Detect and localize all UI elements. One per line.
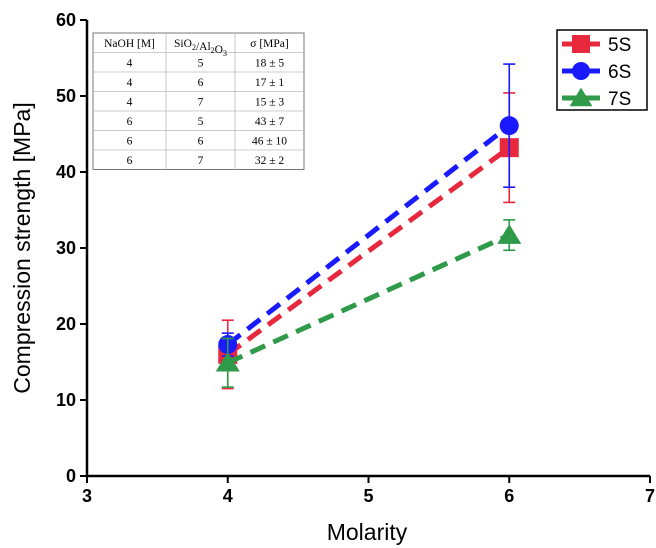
y-tick-label: 0 (66, 466, 76, 486)
table-cell: 15 ± 3 (255, 97, 285, 109)
y-tick-label: 60 (56, 10, 76, 30)
y-tick-label: 20 (56, 314, 76, 334)
table-cell: 17 ± 1 (255, 77, 285, 89)
table-header-cell: SiO2/Al2O3 (174, 38, 227, 58)
table-cell: 6 (198, 136, 204, 148)
table-cell: 5 (198, 58, 204, 70)
table-header-cell: NaOH [M] (104, 38, 155, 50)
table-cell: 46 ± 10 (252, 136, 287, 148)
table-cell: 6 (127, 116, 133, 128)
table-cell: 7 (198, 155, 204, 167)
table-header-text: 2 (192, 43, 196, 52)
data-point-6S (499, 116, 519, 136)
y-tick-label: 40 (56, 162, 76, 182)
series-7S (215, 219, 522, 388)
table-header-text: /Al (196, 41, 211, 53)
table-cell: 5 (198, 116, 204, 128)
table-header-cell: σ [MPa] (250, 38, 288, 50)
table-header-text: 2 (211, 46, 215, 55)
y-tick-label: 10 (56, 390, 76, 410)
table-header-text: NaOH [M] (104, 38, 155, 50)
table-cell: 6 (198, 77, 204, 89)
table-header-text: SiO (174, 38, 192, 50)
series-line-7S (226, 232, 511, 366)
y-tick-label: 30 (56, 238, 76, 258)
legend-label-7S: 7S (608, 89, 631, 110)
table-cell: 43 ± 7 (255, 116, 285, 128)
table-cell: 6 (127, 136, 133, 148)
data-point-7S (497, 224, 522, 244)
table-cell: 4 (127, 97, 133, 109)
x-axis-label: Molarity (327, 519, 408, 545)
series-line-6S (226, 123, 511, 347)
legend-marker-7S (569, 87, 593, 107)
table-header-text: 3 (223, 49, 227, 58)
y-tick-label: 50 (56, 86, 76, 106)
legend: 5S 6S 7S (556, 29, 648, 111)
data-point-7S (215, 351, 240, 372)
series-group (215, 63, 522, 390)
x-tick-label: 6 (504, 486, 514, 506)
legend-marker-5S (572, 35, 590, 53)
legend-label-5S: 5S (608, 35, 631, 56)
x-tick-label: 4 (223, 486, 233, 506)
legend-label-6S: 6S (608, 62, 631, 83)
table-cell: 32 ± 2 (255, 155, 285, 167)
table-cell: 4 (127, 58, 133, 70)
table-cell: 4 (127, 77, 133, 89)
table-cell: 7 (198, 97, 204, 109)
table-header-text: O (215, 44, 223, 56)
table-header-text: σ [MPa] (250, 38, 288, 50)
table-border (92, 32, 305, 170)
y-axis-label: Compression strength [MPa] (9, 102, 35, 393)
axes: 0 10 20 30 40 50 60 3 4 5 6 7 (56, 10, 655, 506)
x-tick-label: 5 (363, 486, 373, 506)
table-cell: 6 (127, 155, 133, 167)
x-tick-label: 7 (645, 486, 655, 506)
x-tick-label: 3 (82, 486, 92, 506)
legend-marker-6S (572, 62, 590, 80)
series-line-5S (226, 145, 511, 357)
table-cell: 18 ± 5 (255, 58, 285, 70)
